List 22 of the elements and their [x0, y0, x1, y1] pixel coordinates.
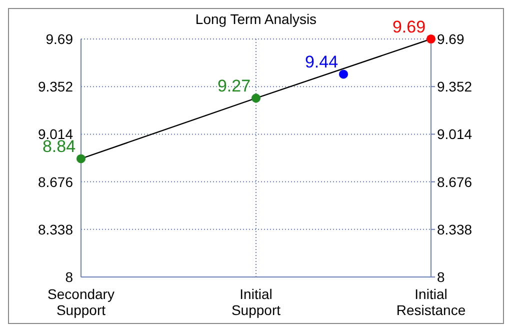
point [426, 34, 436, 44]
y2-tick-label: 9.69 [437, 30, 464, 47]
y2-tick-label: 8 [437, 268, 445, 285]
y-tick-label: 9.352 [38, 78, 74, 95]
y2-tick-label: 9.352 [437, 78, 472, 95]
chart-title: Long Term Analysis [195, 11, 317, 27]
y2-tick-label: 8.676 [437, 174, 472, 190]
y2-tick-label: 8.338 [437, 221, 472, 238]
x-tick-label: Initial Resistance [396, 286, 466, 318]
data-label: 9.44 [304, 52, 338, 72]
point [76, 154, 86, 164]
data-label: 9.27 [217, 76, 251, 96]
x-tick-label: Initial Support [231, 286, 281, 318]
y-tick-label: 9.69 [46, 30, 74, 47]
x-tick-label: Secondary Support [48, 286, 114, 318]
y-tick-label: 8.676 [38, 174, 74, 190]
point [338, 70, 348, 79]
y-tick-label: 8.338 [38, 221, 74, 238]
data-label: 9.69 [392, 17, 426, 36]
y-tick-label: 8 [65, 268, 74, 285]
point [251, 94, 261, 103]
y2-tick-label: 9.014 [437, 126, 472, 142]
